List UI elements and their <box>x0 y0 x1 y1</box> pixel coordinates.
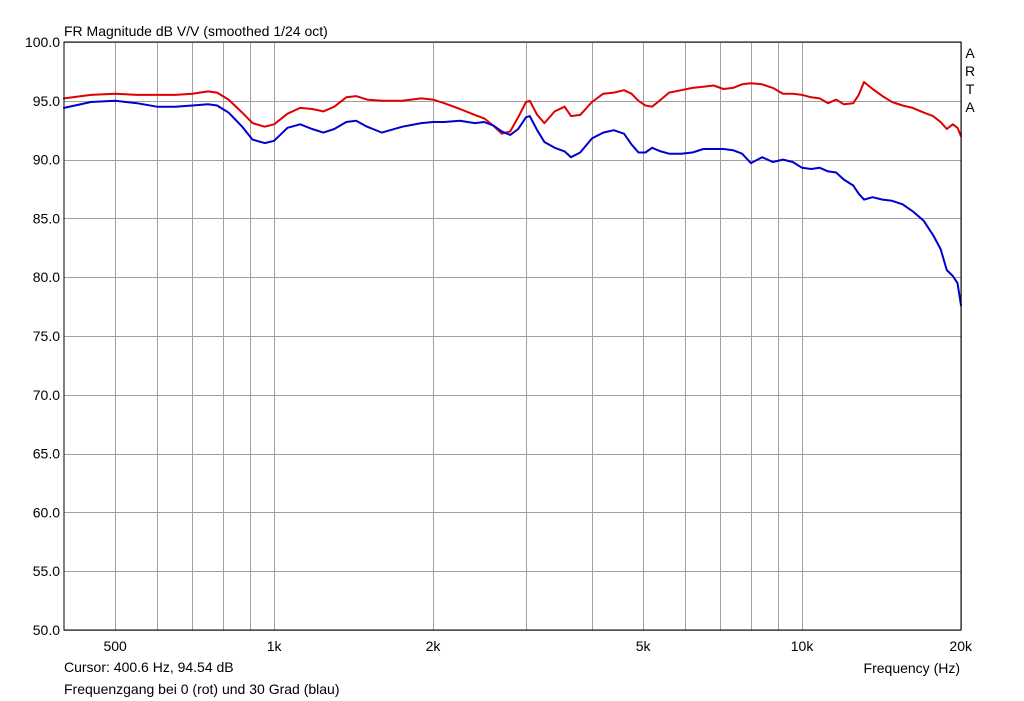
y-tick-label: 65.0 <box>33 446 60 462</box>
y-tick-label: 95.0 <box>33 93 60 109</box>
y-tick-label: 80.0 <box>33 269 60 285</box>
y-tick-label: 60.0 <box>33 504 60 520</box>
y-tick-label: 55.0 <box>33 563 60 579</box>
watermark-letter: A <box>965 99 975 115</box>
series-line-2 <box>63 99 962 307</box>
x-tick-label: 500 <box>103 638 127 654</box>
chart-title: FR Magnitude dB V/V (smoothed 1/24 oct) <box>64 23 328 39</box>
x-tick-label: 10k <box>791 638 815 654</box>
y-tick-label: 75.0 <box>33 328 60 344</box>
watermark-letter: T <box>966 81 975 97</box>
y-tick-label: 50.0 <box>33 622 60 638</box>
x-axis-label: Frequency (Hz) <box>864 660 960 676</box>
data-series <box>63 81 962 307</box>
y-tick-label: 85.0 <box>33 210 60 226</box>
y-tick-label: 70.0 <box>33 387 60 403</box>
watermark-letter: A <box>965 45 975 61</box>
y-tick-label: 100.0 <box>25 34 60 50</box>
watermark-letter: R <box>965 63 975 79</box>
x-tick-label: 20k <box>949 638 973 654</box>
x-tick-label: 5k <box>636 638 652 654</box>
x-axis-ticks: 500 1k 2k 5k 10k 20k <box>103 638 973 654</box>
y-axis-ticks: 50.0 55.0 60.0 65.0 70.0 75.0 80.0 85.0 90.0 95.0… <box>25 34 60 638</box>
y-tick-label: 90.0 <box>33 152 60 168</box>
x-tick-label: 1k <box>267 638 283 654</box>
x-tick-label: 2k <box>426 638 442 654</box>
cursor-readout: Cursor: 400.6 Hz, 94.54 dB <box>64 659 234 675</box>
chart-caption: Frequenzgang bei 0 (rot) und 30 Grad (bl… <box>64 681 340 697</box>
plot-frame <box>63 41 962 631</box>
series-line-1 <box>63 81 962 138</box>
